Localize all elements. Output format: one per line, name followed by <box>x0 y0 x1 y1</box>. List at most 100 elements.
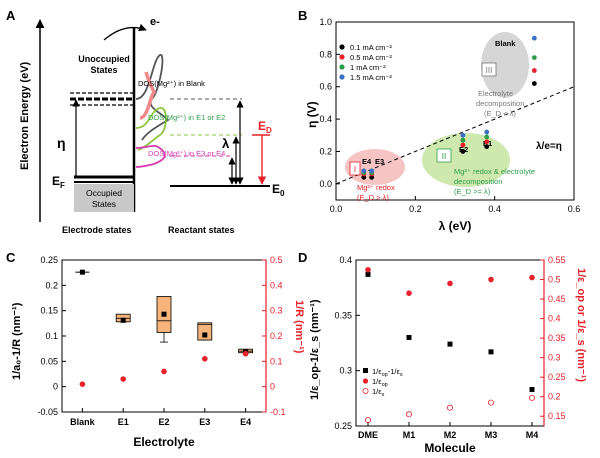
electron-label: e- <box>150 16 160 28</box>
c-ytick-right-label-0: -0.1 <box>270 407 286 417</box>
d-ytick-right-label-2: 0.25 <box>548 372 566 382</box>
dos-e1e2-label: DOS(Mg²⁺) in E1 or E2 <box>148 113 225 122</box>
b-ytick-label-5: 1.0 <box>319 17 332 27</box>
legend-d-label-2: 1/εs <box>372 387 385 398</box>
b-point-blank-16 <box>531 81 537 86</box>
c-mean-1 <box>120 317 126 323</box>
panel-c-xlabel: Electrolyte <box>133 435 195 449</box>
c-ytick-left-label-0: -0.05 <box>37 407 58 417</box>
panel-c-ticks: -0.05 0 0.05 0.1 0.15 0.2 0.25 -0.1 0 0.1 0.2 0.3 0.… <box>37 255 285 427</box>
b-point-e1-14 <box>484 134 490 140</box>
legend-d-marker-0 <box>363 368 368 373</box>
d-s-point-1 <box>405 411 412 418</box>
unoccupied-label-2: States <box>90 65 117 75</box>
d-xtick-label-3: M3 <box>485 430 498 440</box>
region-3-text-3: (E_D < λ) <box>484 109 516 118</box>
panel-b-points <box>361 35 537 180</box>
region-1-text-1: Mg²⁺ redox <box>357 183 395 192</box>
point-label-e4: E4 <box>362 157 372 166</box>
b-point-blank-18 <box>531 55 537 60</box>
panel-b-frame <box>335 21 575 201</box>
b-ytick-label-3: 0.6 <box>319 82 332 92</box>
region-3-box <box>481 62 497 77</box>
panel-d-xlabel: Molecule <box>424 441 476 455</box>
panel-c-letter: C <box>6 250 16 265</box>
region-2-text-2: decomposition <box>454 177 502 186</box>
dos-blank-pink-curve <box>139 71 157 120</box>
c-ytick-left-label-3: 0.1 <box>45 331 58 341</box>
legend-marker-1 <box>339 54 345 60</box>
region-3-text-2: decomposition <box>476 99 524 108</box>
d-s-point-4 <box>529 394 536 401</box>
b-point-e2-8 <box>460 149 466 154</box>
panel-b-xlabel: λ (eV) <box>439 219 472 233</box>
panel-d-ylabel-left: 1/ε_op-1/ε_s (nm⁻¹) <box>309 299 321 400</box>
d-ytick-right-label-5: 0.4 <box>548 314 561 324</box>
c-xtick-label-4: E4 <box>240 417 251 427</box>
d-diff-point-1 <box>406 334 412 340</box>
d-ytick-right-label-0: 0.15 <box>548 411 566 421</box>
d-s-point-2 <box>446 404 453 411</box>
region-2-text-1: Mg²⁺ redox & electrolyte <box>454 167 535 176</box>
c-box-3 <box>197 322 213 341</box>
legend-d-marker-2 <box>362 387 369 394</box>
c-ytick-right-label-6: 0.5 <box>270 255 283 265</box>
ef-label: EF <box>52 174 65 190</box>
b-point-e1-13 <box>484 139 490 145</box>
panel-c: C -0.05 0 0.05 0.1 0.15 0.2 0.25 -0.1 0 0.1 0.2 0.3… <box>6 250 305 449</box>
reference-line <box>335 86 575 185</box>
c-right-point-2 <box>161 368 167 375</box>
legend-label-1: 0.5 mA cm⁻² <box>350 53 392 62</box>
legend-label-2: 1 mA cm⁻² <box>350 63 386 72</box>
panel-a: A Electron Energy (eV) Occupied States E… <box>6 8 285 235</box>
d-ytick-right-label-4: 0.35 <box>548 333 566 343</box>
b-xtick-label-3: 0.6 <box>568 204 581 214</box>
panel-d-letter: D <box>298 250 307 265</box>
region-3-ellipse <box>481 32 529 98</box>
b-point-blank-17 <box>531 68 537 73</box>
occupied-label-2: States <box>92 199 116 209</box>
legend-d-marker-1 <box>362 378 369 384</box>
e0-label: E0 <box>272 182 285 198</box>
c-xtick-label-0: Blank <box>70 417 96 427</box>
d-op-point-1 <box>406 290 412 297</box>
c-right-point-1 <box>120 376 126 382</box>
region-2-box <box>436 148 452 163</box>
c-ytick-left-label-4: 0.15 <box>40 306 58 316</box>
region-1-ellipse <box>345 149 405 185</box>
electron-transfer-arrow <box>103 23 147 41</box>
dos-e3e4-curve <box>135 144 166 168</box>
d-op-point-3 <box>488 276 494 283</box>
b-ytick-label-1: 0.2 <box>319 146 332 156</box>
b-point-e4-3 <box>361 168 367 174</box>
reactant-states-label: Reactant states <box>168 225 235 235</box>
c-ytick-right-label-1: 0 <box>270 382 275 392</box>
panel-d-ylabel-right: 1/ε_op or 1/ε_s (nm⁻¹) <box>575 268 587 382</box>
legend-d-label-0: 1/εop-1/εs <box>372 367 403 378</box>
c-ytick-right-label-4: 0.3 <box>270 306 283 316</box>
d-diff-point-0 <box>365 271 371 277</box>
panel-a-letter: A <box>6 8 16 23</box>
dos-e1e2-curve <box>135 107 167 151</box>
b-xtick-label-1: 0.2 <box>409 204 422 214</box>
panel-b-ticks: 0.0 0.2 0.4 0.6 0.0 0.2 0.4 0.6 0.8 1.0 <box>319 17 580 214</box>
dos-blank-label: DOS(Mg²⁺) in Blank <box>138 79 205 88</box>
unoccupied-label-1: Unoccupied <box>78 54 130 64</box>
panel-c-marks <box>75 269 254 387</box>
panel-d-legend: 1/εop-1/εs 1/εop 1/εs <box>362 367 403 398</box>
legend-label-3: 1.5 mA cm⁻² <box>350 73 392 82</box>
b-xtick-label-0: 0.0 <box>330 204 343 214</box>
d-xtick-label-1: M1 <box>403 430 416 440</box>
c-xtick-label-1: E1 <box>118 417 129 427</box>
panel-d-marks <box>364 266 536 424</box>
point-label-blank: Blank <box>495 39 516 48</box>
d-xtick-label-2: M2 <box>444 430 457 440</box>
point-label-e3: E3 <box>375 157 384 166</box>
panel-b-legend: 0.1 mA cm⁻² 0.5 mA cm⁻² 1 mA cm⁻² 1.5 mA… <box>339 43 392 82</box>
reference-line-path <box>335 86 575 185</box>
d-s-point-0 <box>364 417 371 424</box>
d-ytick-right-label-1: 0.2 <box>548 392 561 402</box>
d-ytick-right-label-7: 0.5 <box>548 275 561 285</box>
lambda-label: λ <box>222 136 230 151</box>
ed-label: ED <box>258 119 272 135</box>
